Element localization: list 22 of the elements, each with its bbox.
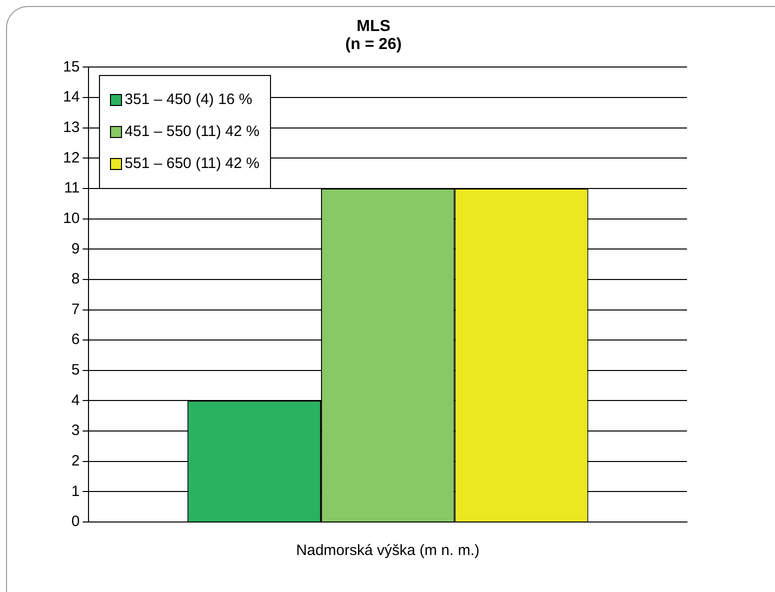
y-tick-label: 5 — [71, 362, 80, 379]
chart-title: MLS — [356, 18, 391, 36]
y-tick-label: 13 — [62, 118, 80, 136]
y-tick-label: 8 — [71, 270, 80, 288]
y-tick-label: 11 — [64, 180, 80, 197]
legend-label: 351 – 450 (4) 16 % — [124, 90, 252, 110]
y-tick-label: 0 — [71, 513, 80, 530]
y-tick-label: 6 — [71, 331, 80, 348]
y-tick-label: 12 — [62, 149, 80, 166]
y-tick-label: 1 — [71, 482, 80, 500]
legend-label: 451 – 550 (11) 42 % — [124, 122, 260, 142]
legend-label: 551 – 650 (11) 42 % — [124, 154, 260, 174]
y-tick-label: 7 — [71, 300, 80, 318]
x-axis-title: Nadmorská výška (m n. m.) — [296, 542, 480, 560]
y-tick-label: 4 — [71, 392, 80, 409]
y-tick-label: 15 — [62, 58, 80, 76]
y-tick-label: 2 — [71, 452, 80, 470]
y-tick-label: 10 — [62, 210, 80, 227]
y-tick-label: 14 — [62, 88, 80, 106]
y-tick-label: 9 — [71, 240, 80, 258]
chart-subtitle: (n = 26) — [345, 36, 402, 53]
y-tick-label: 3 — [71, 422, 80, 440]
